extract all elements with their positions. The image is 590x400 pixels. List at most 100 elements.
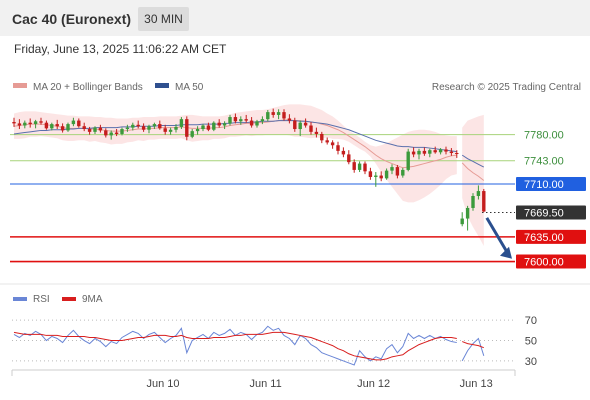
candle-body bbox=[23, 122, 27, 126]
candle-body bbox=[168, 129, 173, 132]
candle-body bbox=[174, 126, 178, 130]
ma50-legend-label: MA 50 bbox=[175, 82, 204, 93]
candle-body bbox=[50, 124, 54, 129]
candle-body bbox=[465, 207, 470, 219]
candle-body bbox=[341, 150, 346, 155]
candle-body bbox=[401, 169, 405, 176]
candle-body bbox=[455, 152, 459, 154]
level-label: 7635.00 bbox=[524, 232, 564, 244]
candle-body bbox=[298, 122, 302, 130]
candle-body bbox=[422, 150, 427, 154]
candle-body bbox=[471, 195, 475, 208]
candle-body bbox=[336, 145, 340, 151]
candle-body bbox=[136, 124, 140, 127]
candle-body bbox=[120, 129, 124, 134]
candle-body bbox=[476, 191, 481, 196]
candle-body bbox=[244, 119, 248, 121]
level-label: 7710.00 bbox=[524, 179, 564, 191]
candle-body bbox=[98, 127, 103, 131]
forecast-arrow-head bbox=[500, 246, 512, 259]
candle-body bbox=[12, 121, 16, 124]
candle-body bbox=[384, 170, 389, 179]
header-bar bbox=[0, 0, 590, 36]
bollinger-legend-swatch bbox=[13, 83, 27, 88]
candle-body bbox=[320, 133, 324, 141]
x-tick-label: Jun 12 bbox=[357, 378, 390, 390]
candle-body bbox=[330, 142, 335, 146]
level-label: 7669.50 bbox=[524, 208, 564, 220]
candle-body bbox=[482, 191, 486, 212]
ma50-line bbox=[461, 154, 485, 168]
interval-button[interactable]: 30 MIN bbox=[138, 7, 189, 31]
candle-body bbox=[125, 127, 130, 130]
candle-body bbox=[233, 117, 238, 122]
candle-body bbox=[228, 117, 232, 124]
candle-body bbox=[60, 126, 65, 131]
candle-body bbox=[255, 121, 259, 126]
candle-body bbox=[309, 125, 313, 132]
candle-body bbox=[325, 140, 329, 143]
x-tick-label: Jun 10 bbox=[146, 378, 179, 390]
candle-body bbox=[190, 131, 194, 137]
instrument-title: Cac 40 (Euronext) bbox=[12, 11, 132, 27]
rsi-ma9-line bbox=[13, 331, 457, 361]
candle-body bbox=[303, 122, 308, 126]
candle-body bbox=[395, 167, 400, 176]
candle-body bbox=[201, 125, 205, 130]
x-tick-label: Jun 11 bbox=[249, 378, 281, 390]
candle-body bbox=[39, 121, 43, 123]
forecast-arrow-shaft bbox=[485, 217, 510, 255]
rsi-tick-label: 70 bbox=[525, 315, 537, 327]
rsi-line bbox=[461, 337, 485, 362]
candle-body bbox=[147, 126, 151, 130]
candle-body bbox=[217, 122, 221, 126]
candle-body bbox=[152, 124, 157, 127]
level-label: 7743.00 bbox=[524, 156, 564, 168]
candle-body bbox=[368, 171, 373, 177]
candle-body bbox=[433, 150, 437, 153]
candle-body bbox=[249, 120, 254, 126]
candle-body bbox=[44, 122, 49, 129]
candle-body bbox=[71, 120, 76, 125]
candle-body bbox=[195, 129, 200, 132]
candle-body bbox=[17, 123, 22, 126]
candle-body bbox=[109, 132, 113, 136]
ma9-legend-label: 9MA bbox=[82, 294, 103, 305]
level-tag-7669.50 bbox=[516, 205, 586, 220]
candle-body bbox=[179, 119, 184, 127]
candle-body bbox=[282, 112, 286, 119]
rsi-line bbox=[13, 325, 457, 366]
candle-body bbox=[163, 128, 167, 132]
ma20-line bbox=[461, 162, 485, 181]
rsi-tick-label: 50 bbox=[525, 336, 537, 348]
candle-body bbox=[114, 132, 119, 134]
candle-body bbox=[206, 125, 211, 130]
candle-body bbox=[293, 120, 297, 130]
candle-body bbox=[357, 163, 362, 170]
candle-body bbox=[33, 121, 38, 125]
candle-body bbox=[271, 112, 275, 115]
candle-body bbox=[87, 129, 92, 132]
timestamp: Friday, June 13, 2025 11:06:22 AM CET bbox=[14, 42, 227, 56]
level-label: 7600.00 bbox=[524, 257, 564, 269]
rsi-legend-swatch bbox=[13, 297, 27, 301]
candle-body bbox=[77, 120, 81, 127]
candle-body bbox=[82, 126, 86, 130]
candle-body bbox=[314, 131, 319, 134]
candle-body bbox=[185, 119, 189, 137]
candle-body bbox=[417, 150, 421, 155]
candle-body bbox=[406, 151, 410, 170]
candle-body bbox=[260, 119, 265, 122]
candle-body bbox=[428, 150, 432, 154]
candle-body bbox=[379, 175, 383, 179]
candle-body bbox=[222, 123, 227, 126]
candle-body bbox=[287, 118, 292, 121]
bollinger-legend-label: MA 20 + Bollinger Bands bbox=[33, 82, 143, 93]
candle-body bbox=[352, 162, 356, 170]
candle-body bbox=[93, 127, 97, 132]
candle-body bbox=[158, 124, 162, 129]
candle-body bbox=[449, 151, 454, 153]
x-tick-label: Jun 13 bbox=[460, 378, 493, 390]
candle-body bbox=[390, 167, 394, 171]
